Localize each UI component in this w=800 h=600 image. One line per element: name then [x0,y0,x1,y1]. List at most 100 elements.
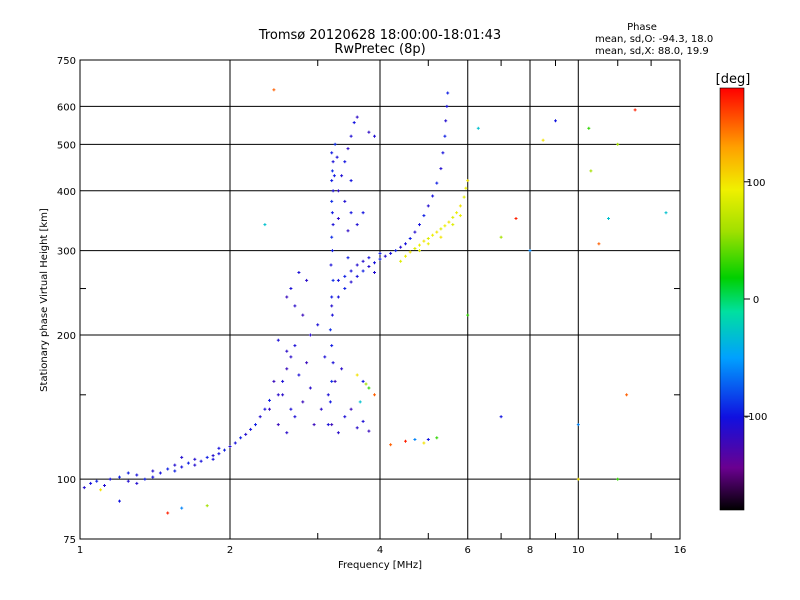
spread-point [336,431,340,435]
spread-point [293,415,297,419]
spread-point [289,355,293,359]
e-trace-point [95,479,99,483]
sporadic-point [587,126,591,130]
e-trace-point [82,486,86,490]
x-trace-point [418,243,421,247]
x-trace-point [431,233,435,237]
sporadic-point [597,242,601,246]
e-trace-point [151,469,155,473]
spread-point [268,407,271,411]
column-point [332,174,336,178]
o-trace-point [367,256,371,260]
upper-spread-point [355,115,359,119]
o-trace-point [431,194,435,198]
x-trace-point [418,249,421,253]
x-trace-point [404,254,407,258]
sporadic-point [528,249,532,253]
e-trace-point [126,471,130,475]
sporadic-point [99,488,103,492]
y-tick-label: 100 [57,475,76,486]
sporadic-point [607,217,610,220]
upper-spread-point [355,223,359,227]
x-trace-point [413,247,417,250]
o-trace-point [446,91,450,95]
spread-point [281,379,285,383]
e-trace-point [143,477,147,481]
y-tick-labels: 75 100 200 300 400 500 600 750 [57,56,76,546]
y-axis-label: Stationary phase Virtual Height [km] [39,208,50,392]
spread-point [349,407,353,411]
o-trace-point [389,251,393,255]
y-tick-label: 300 [57,247,76,258]
spread-point [305,361,309,365]
upper-spread-point [349,211,353,215]
upper-spread-point [336,189,340,193]
sporadic-point [180,506,184,510]
x-tick-label: 16 [674,545,687,556]
sporadic-point [476,126,480,130]
spread-point [316,323,320,327]
e-trace-point [89,481,93,485]
column-point [330,295,334,299]
x-tick-label: 6 [465,545,471,556]
o-trace-point [373,271,376,274]
e-trace-point [258,415,262,419]
x-tick-label: 1 [77,545,83,556]
sporadic-point [413,438,417,441]
minor-ticks [80,60,680,539]
upper-spread-point [361,211,365,215]
e-trace-point [135,481,139,485]
e-trace-point [217,452,221,456]
data-points [82,88,668,515]
spread-point [308,386,312,390]
spread-point [281,393,285,397]
o-trace-point [336,295,340,299]
sporadic-point [205,504,209,508]
sporadic-point [364,382,368,386]
spread-point [301,313,305,317]
e-trace-point [249,427,253,431]
o-trace-point [441,151,445,155]
o-trace-point [361,269,365,273]
o-trace-point [404,242,407,246]
o-trace-point [343,274,347,278]
sporadic-point [576,423,580,427]
e-trace-point [254,423,257,427]
spread-point [297,271,301,274]
x-trace-point [426,242,430,246]
spread-point [367,429,371,433]
sporadic-point [404,439,407,443]
sporadic-point [166,511,170,515]
column-point [331,361,335,365]
spread-point [330,423,334,427]
spread-point [340,367,344,371]
spread-point [333,379,337,383]
upper-spread-point [343,160,347,164]
x-tick-label: 8 [527,545,533,556]
e-trace-point [205,455,209,459]
spread-point [301,400,305,404]
colorbar-tick-label: -100 [745,412,768,423]
e-trace-point [180,455,184,459]
e-trace-point [211,457,215,461]
sporadic-point [426,438,430,441]
x-tick-label: 2 [227,545,233,556]
e-trace-point [193,463,197,467]
sporadic-point [541,138,545,142]
e-trace-point [151,475,155,479]
spread-point [326,393,330,397]
x-trace-point [443,224,447,228]
stats-o-line: mean, sd,O: -94.3, 18.0 [595,34,713,45]
sporadic-point [499,235,503,239]
e-trace-point [118,475,121,479]
o-trace-point [349,269,353,273]
o-trace-point [355,263,359,267]
y-tick-label: 600 [57,102,76,113]
column-point [328,328,332,332]
e-trace-point [103,484,106,487]
sporadic-point [389,443,393,447]
sporadic-point [633,108,637,112]
sporadic-point [616,477,620,481]
o-trace-point [418,223,421,227]
x-trace-point [458,214,462,218]
